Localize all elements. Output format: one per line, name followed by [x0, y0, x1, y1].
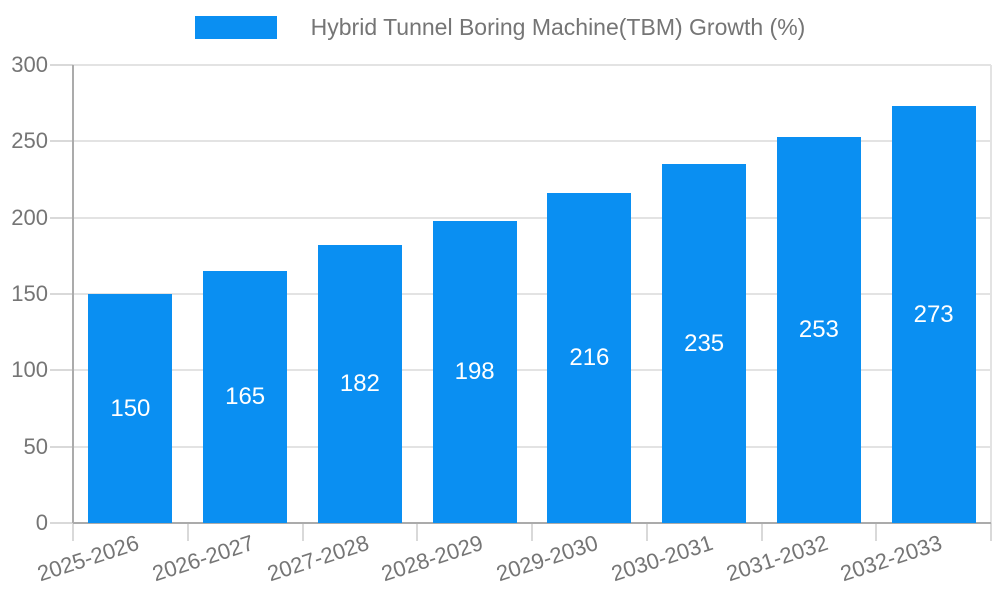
x-axis-label: 2028-2029: [378, 530, 487, 587]
y-axis-label: 100: [11, 357, 48, 383]
bar-value-label: 150: [110, 394, 151, 422]
bar[interactable]: [432, 220, 517, 523]
bar-value-label: 165: [225, 383, 266, 411]
x-axis-tick: [645, 523, 648, 541]
y-axis-label: 250: [11, 128, 48, 154]
bar[interactable]: [203, 271, 288, 523]
bar-value-label: 235: [684, 329, 725, 357]
y-gridline: [73, 369, 991, 372]
y-gridline: [73, 64, 991, 66]
bar-value-label: 182: [339, 370, 380, 398]
y-axis-tick: [50, 445, 73, 448]
x-axis-label: 2029-2030: [493, 530, 602, 587]
x-axis-label: 2032-2033: [837, 530, 946, 587]
legend: Hybrid Tunnel Boring Machine(TBM) Growth…: [0, 14, 1000, 41]
y-axis-tick: [50, 140, 73, 143]
x-axis-tick: [186, 523, 189, 541]
bar-value-label: 216: [569, 344, 610, 372]
y-axis-label: 300: [11, 52, 48, 77]
x-axis-tick: [760, 523, 763, 541]
y-axis-tick: [50, 522, 73, 524]
x-axis-tick: [72, 523, 74, 541]
bar[interactable]: [317, 245, 402, 523]
y-axis-tick: [50, 216, 73, 219]
bar[interactable]: [776, 136, 861, 523]
x-axis-tick: [990, 523, 992, 541]
x-axis-label: 2025-2026: [34, 530, 143, 587]
y-axis-label: 50: [23, 433, 48, 459]
y-axis-tick: [50, 64, 73, 66]
bar[interactable]: [662, 164, 747, 523]
y-gridline: [73, 445, 991, 448]
y-gridline: [73, 293, 991, 295]
bar[interactable]: [547, 193, 632, 523]
y-axis-tick: [50, 293, 73, 295]
y-gridline: [73, 216, 991, 219]
bar-value-label: 273: [913, 300, 954, 328]
x-axis-label: 2031-2032: [722, 530, 831, 587]
bar[interactable]: [88, 294, 173, 523]
y-gridline: [73, 140, 991, 143]
y-axis-label: 200: [11, 204, 48, 230]
bar-value-label: 198: [454, 357, 495, 385]
y-axis-line: [72, 65, 74, 523]
x-axis-line: [73, 522, 991, 524]
right-gridline: [990, 65, 992, 523]
x-axis-label: 2027-2028: [263, 530, 372, 587]
x-axis-tick: [301, 523, 304, 541]
bar-value-label: 253: [798, 315, 839, 343]
legend-label: Hybrid Tunnel Boring Machine(TBM) Growth…: [310, 14, 806, 40]
x-axis-tick: [875, 523, 878, 541]
y-axis-tick: [50, 369, 73, 372]
x-axis-tick: [531, 523, 533, 541]
bar[interactable]: [891, 106, 976, 523]
x-axis-tick: [416, 523, 419, 541]
y-axis-label: 0: [35, 510, 48, 535]
x-axis-label: 2030-2031: [608, 530, 716, 587]
y-axis-label: 150: [11, 281, 48, 306]
x-axis-label: 2026-2027: [149, 530, 257, 587]
legend-swatch: [194, 16, 277, 39]
